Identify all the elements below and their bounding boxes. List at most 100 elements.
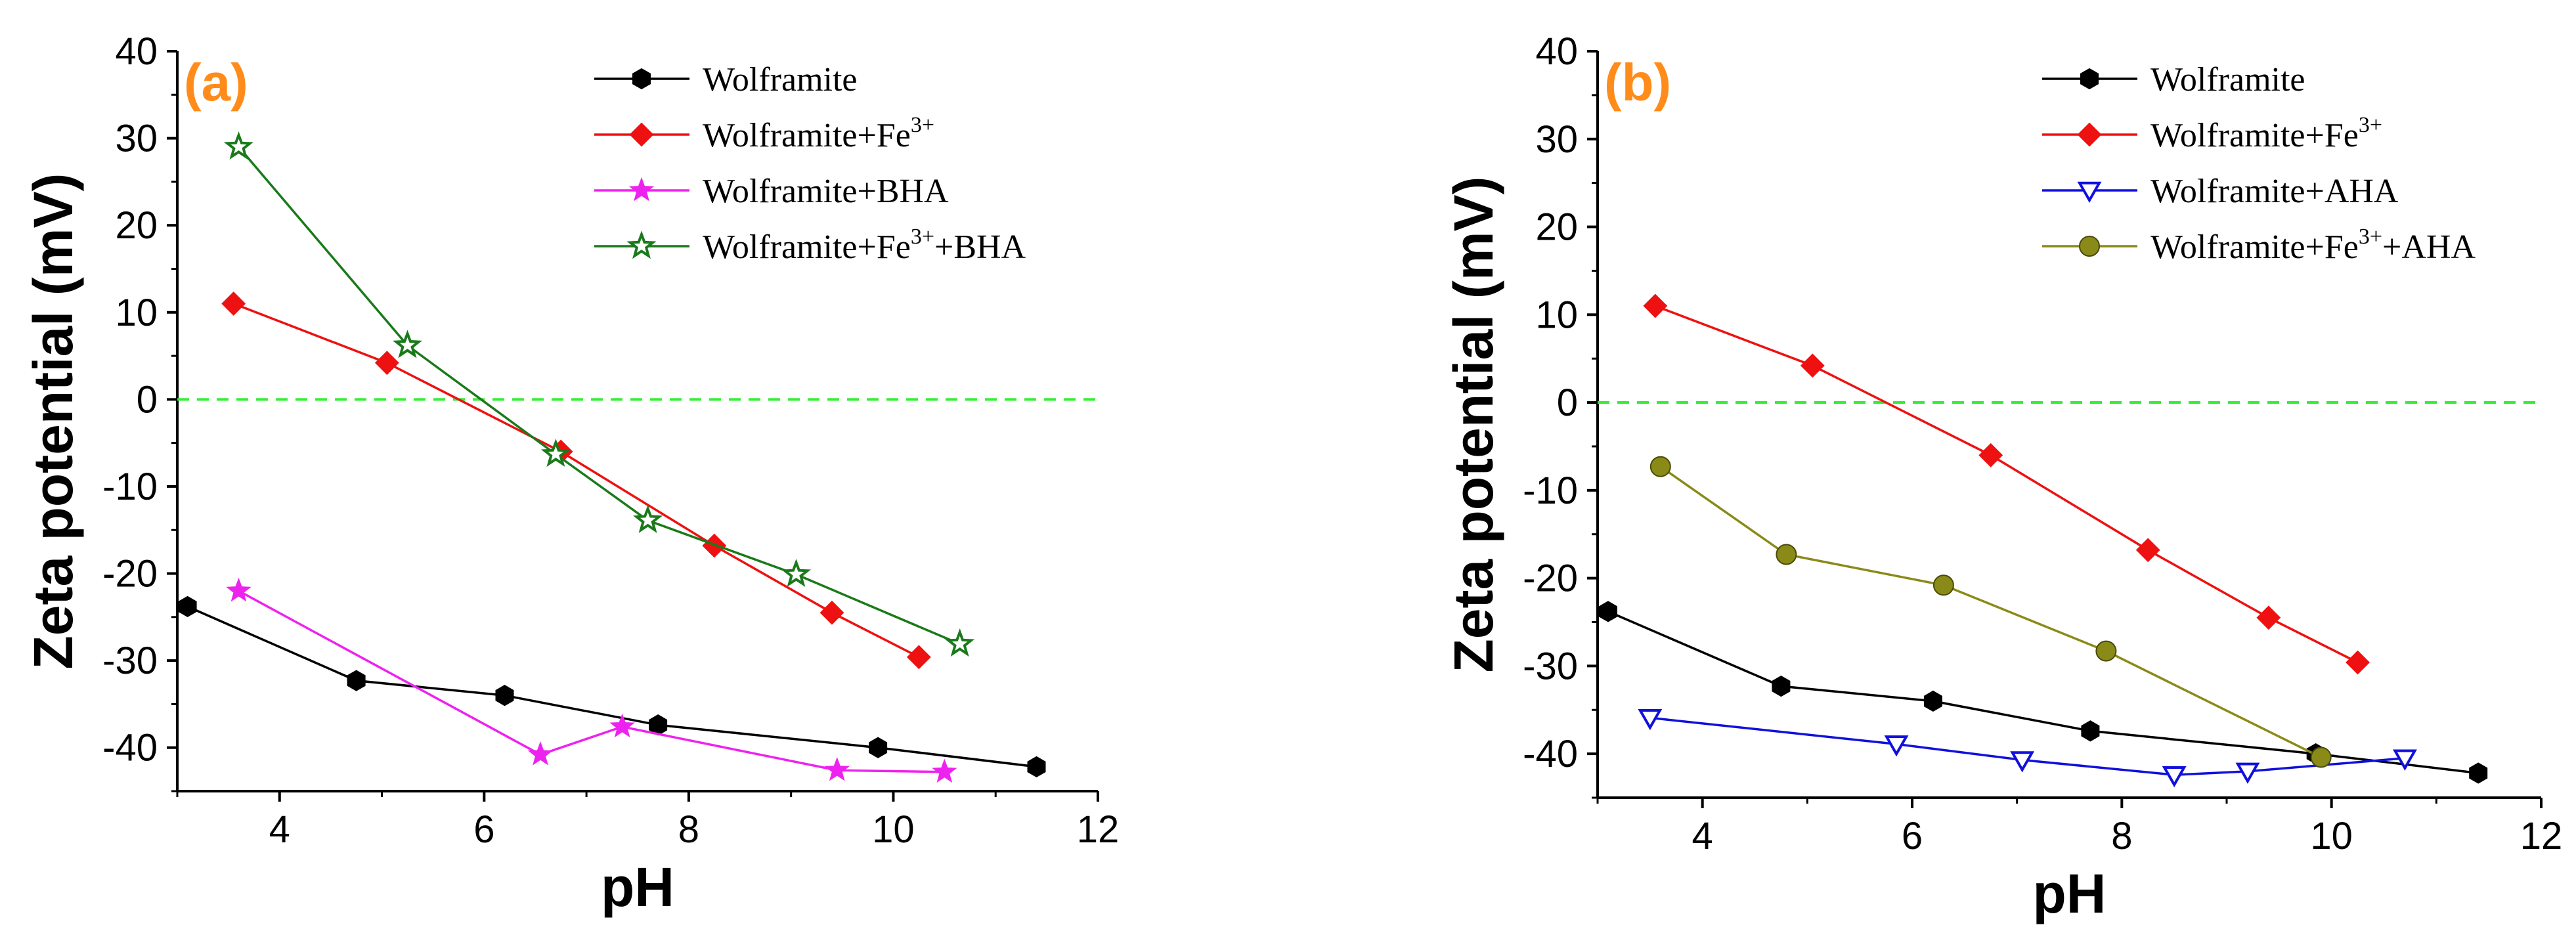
legend-entry-label: Wolframite+Fe3+: [703, 113, 934, 154]
data-point: [2081, 720, 2100, 742]
y-tick-label: 30: [115, 118, 158, 160]
legend-label-superscript: 3+: [911, 113, 934, 137]
legend-marker: [629, 122, 654, 147]
data-point: [1800, 353, 1825, 378]
data-point: [1923, 690, 1942, 712]
data-point: [906, 645, 931, 670]
data-point: [2310, 746, 2332, 768]
legend: WolframiteWolframite+Fe3+Wolframite+AHAW…: [2042, 61, 2476, 266]
legend-marker: [628, 177, 655, 202]
x-tick-label: 12: [2520, 815, 2563, 857]
data-point: [824, 757, 850, 781]
data-point: [1978, 443, 2003, 467]
y-tick-label: 0: [1557, 381, 1578, 424]
x-axis-title: pH: [2033, 863, 2107, 924]
x-tick-label: 8: [678, 808, 699, 851]
chart-panel-b: -40 -30 -20 -10 0 10 20 30 40 4 6 8 10 12 pH Zeta poten…: [1443, 30, 2562, 924]
data-point: [1599, 601, 1617, 622]
x-tick-label: 12: [1077, 808, 1120, 851]
legend-entry-label: Wolframite+AHA: [2150, 173, 2399, 210]
data-point: [374, 351, 399, 376]
y-tick-label: -20: [1523, 557, 1578, 600]
data-point: [1638, 709, 1663, 731]
data-point: [609, 713, 635, 738]
legend-marker: [2079, 236, 2100, 257]
y-tick-label: 10: [115, 292, 158, 334]
legend-label-base: Wolframite+BHA: [703, 173, 949, 210]
legend-marker: [626, 230, 657, 259]
x-tick-label: 4: [269, 808, 290, 851]
panel-label: (b): [1604, 53, 1671, 112]
y-tick-label: -20: [102, 553, 158, 595]
data-point: [347, 670, 366, 691]
series-line: [1649, 716, 2405, 776]
legend-label-base: Wolframite+Fe: [2150, 228, 2359, 266]
y-tick-label: -10: [1523, 469, 1578, 512]
data-point: [2135, 538, 2160, 563]
data-point: [2010, 751, 2035, 773]
data-point: [2256, 605, 2281, 630]
data-point: [1643, 293, 1668, 318]
data-point: [495, 685, 514, 706]
legend-entry-label: Wolframite+Fe3+: [2150, 113, 2382, 154]
legend-entry-label: Wolframite+Fe3++BHA: [703, 225, 1026, 266]
series-4: [223, 131, 975, 657]
series-line: [186, 605, 1037, 768]
legend-label-base: Wolframite+AHA: [2150, 173, 2399, 210]
legend-label-base: Wolframite+Fe: [703, 228, 911, 266]
data-point: [2392, 749, 2417, 771]
y-tick-label: 10: [1535, 293, 1578, 336]
data-point: [781, 559, 812, 588]
data-point: [226, 577, 251, 602]
data-point: [819, 600, 844, 625]
series-3: [1638, 709, 2417, 788]
y-tick-label: -40: [1523, 733, 1578, 775]
legend: WolframiteWolframite+Fe3+Wolframite+BHAW…: [594, 61, 1026, 266]
data-point: [633, 505, 663, 533]
y-tick-label: 20: [1535, 206, 1578, 249]
legend-label-base: Wolframite+Fe: [2150, 117, 2359, 154]
data-point: [2469, 762, 2488, 784]
legend-label-superscript: 3+: [911, 225, 934, 249]
y-tick-label: 20: [115, 204, 158, 247]
legend-label-base: Wolframite: [703, 61, 858, 98]
legend-label-superscript: 3+: [2359, 225, 2382, 249]
legend-label-base: Wolframite+Fe: [703, 117, 911, 154]
data-point: [1027, 756, 1046, 778]
y-tick-label: 30: [1535, 118, 1578, 161]
legend-entry-label: Wolframite: [703, 61, 858, 98]
legend-entry-label: Wolframite+BHA: [703, 173, 949, 210]
y-tick-label: 40: [115, 30, 158, 73]
data-point: [2235, 762, 2260, 784]
legend-label-suffix: +BHA: [934, 228, 1026, 266]
series-4: [1649, 456, 2332, 768]
chart-panel-a: -40 -30 -20 -10 0 10 20 30 40 4 6 8 10 12 pH Zeta poten…: [22, 30, 1119, 918]
panel-label: (a): [184, 53, 248, 112]
legend-label-suffix: +AHA: [2382, 228, 2476, 266]
data-point: [869, 737, 888, 758]
data-point: [223, 131, 253, 160]
legend-label-base: Wolframite: [2150, 61, 2305, 98]
series-3: [226, 577, 957, 783]
y-tick-label: -40: [102, 727, 158, 769]
x-tick-label: 10: [2310, 815, 2353, 857]
series-2: [1643, 293, 2370, 675]
data-point: [221, 292, 246, 316]
data-point: [945, 628, 975, 657]
y-tick-label: -10: [102, 465, 158, 508]
y-axis-title: Zeta potential (mV): [1443, 176, 1504, 672]
y-tick-label: 0: [137, 378, 158, 421]
y-tick-label: -30: [102, 639, 158, 682]
legend-marker: [2077, 181, 2102, 204]
legend-marker: [2080, 68, 2099, 90]
legend-marker: [2077, 122, 2102, 147]
data-point: [393, 330, 422, 358]
series-1: [178, 595, 1046, 778]
y-tick-label: 40: [1535, 30, 1578, 73]
x-axis-title: pH: [601, 856, 674, 918]
x-tick-label: 4: [1692, 815, 1713, 857]
series-line: [233, 302, 920, 659]
data-point: [1932, 574, 1954, 596]
series-line: [238, 146, 961, 645]
